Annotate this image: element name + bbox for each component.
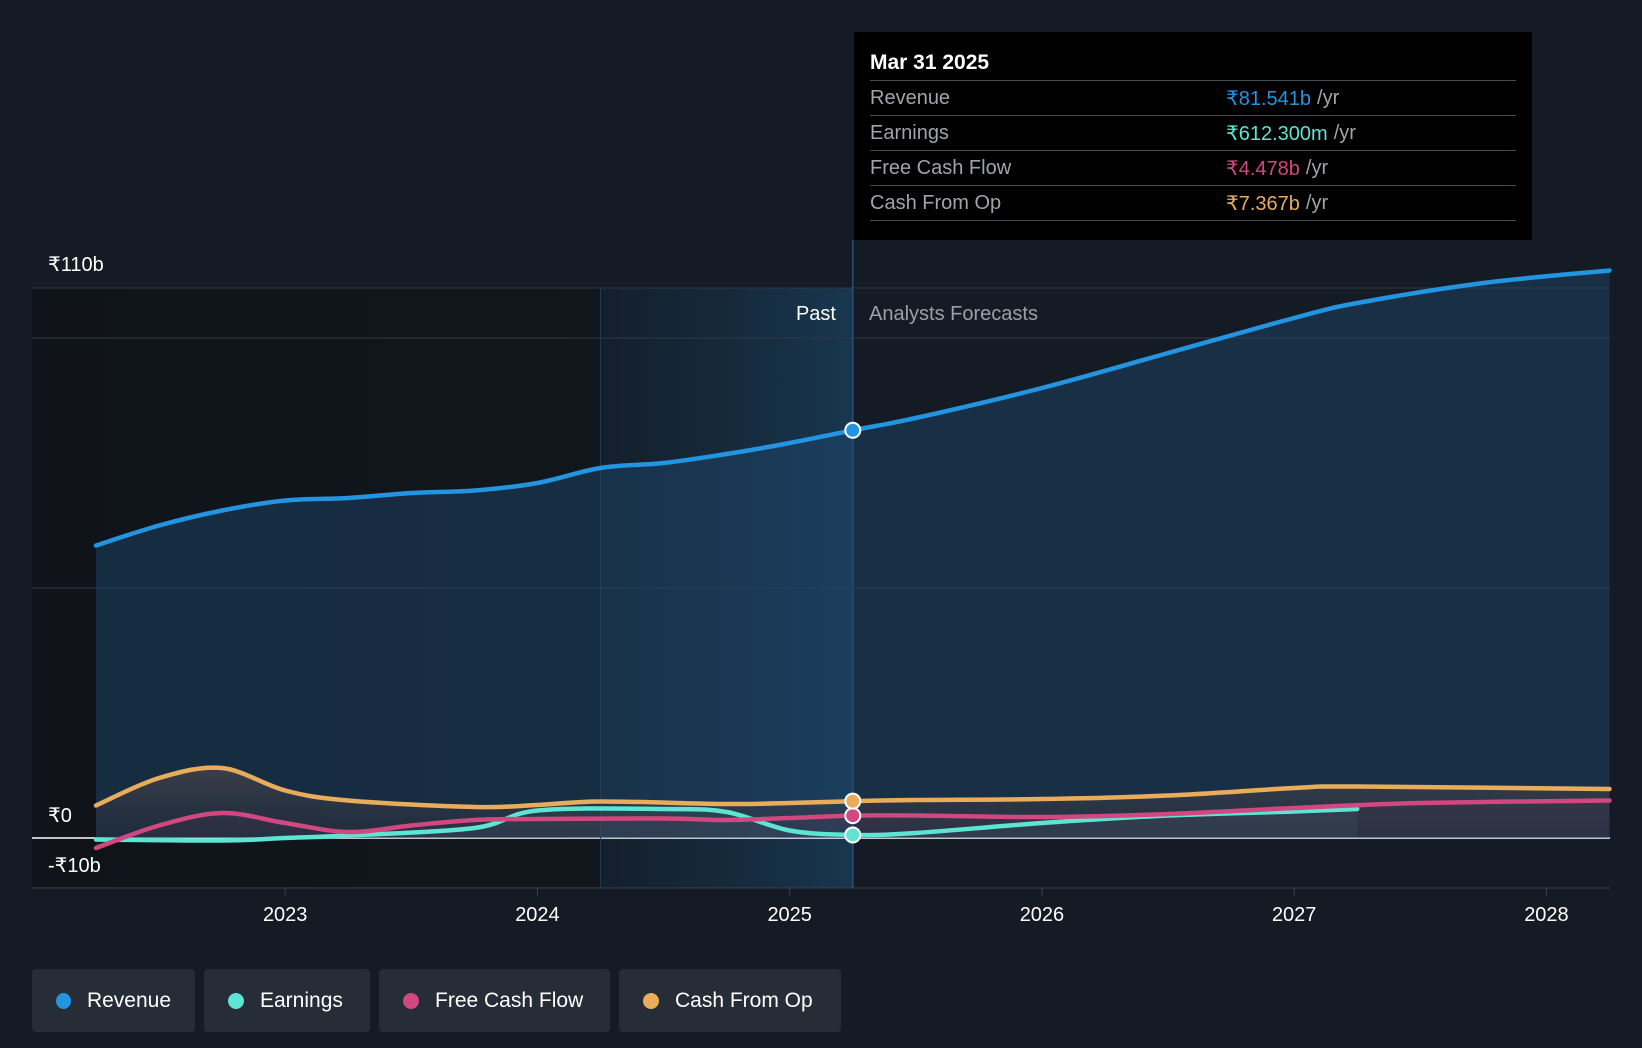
x-tick-label: 2026 [1020,904,1065,926]
legend-dot-icon [56,992,71,1009]
legend-label: Cash From Op [675,988,813,1012]
free-cash-flow-line [93,798,1612,851]
tooltip-label: Revenue [870,86,951,109]
legend-dot-icon [643,992,659,1009]
tooltip-label: Earnings [870,121,949,144]
y-axis-label-top: ₹110b [48,254,104,276]
tooltip-row-earnings: Earnings ₹612.300m /yr [870,115,1516,150]
tooltip-value: ₹81.541b [1226,87,1312,110]
x-tick-label: 2028 [1524,904,1569,926]
legend-label: Earnings [260,988,343,1012]
legend-item-free-cash-flow[interactable]: Free Cash Flow [379,969,610,1032]
x-tick-label: 2024 [515,904,560,926]
earnings-marker [844,826,862,844]
legend-item-revenue[interactable]: Revenue [32,969,195,1032]
tooltip-row-cash-from-op: Cash From Op ₹7.367b /yr [870,185,1516,221]
tooltip-unit: /yr [1317,86,1340,109]
revenue-line [93,268,1612,548]
legend-item-cash-from-op[interactable]: Cash From Op [619,969,841,1032]
tooltip-row-free-cash-flow: Free Cash Flow ₹4.478b /yr [870,150,1516,185]
legend-label: Free Cash Flow [435,988,584,1012]
past-label: Past [796,303,836,325]
forecast-label: Analysts Forecasts [869,303,1038,325]
x-tick-label: 2025 [767,904,812,926]
free-cash-flow-marker [844,807,862,825]
revenue-marker [844,421,862,439]
tooltip-value: ₹4.478b [1226,157,1300,180]
legend-item-earnings[interactable]: Earnings [204,969,370,1032]
x-tick-label: 2023 [263,904,308,926]
tooltip-value: ₹612.300m [1226,122,1328,145]
tooltip-label: Cash From Op [870,191,1002,214]
revenue-area [96,270,1610,838]
legend-dot-icon [403,992,419,1009]
legend: Revenue Earnings Free Cash Flow Cash Fro… [32,969,841,1032]
legend-label: Revenue [86,988,171,1012]
tooltip-unit: /yr [1305,156,1329,179]
y-axis-label-zero: ₹0 [48,805,72,827]
tooltip-unit: /yr [1333,121,1356,144]
tooltip-label: Free Cash Flow [870,156,1012,179]
tooltip: Mar 31 2025 Revenue ₹81.541b /yr Earning… [854,32,1532,240]
tooltip-value: ₹7.367b [1226,192,1300,215]
cash-from-op-marker [844,792,862,810]
cash-from-op-line [93,765,1612,810]
y-axis-label-bottom: -₹10b [48,855,101,877]
tooltip-row-revenue: Revenue ₹81.541b /yr [870,80,1516,115]
legend-dot-icon [228,992,244,1009]
x-tick-label: 2027 [1272,904,1317,926]
tooltip-date: Mar 31 2025 [870,51,990,74]
tooltip-unit: /yr [1305,191,1329,214]
